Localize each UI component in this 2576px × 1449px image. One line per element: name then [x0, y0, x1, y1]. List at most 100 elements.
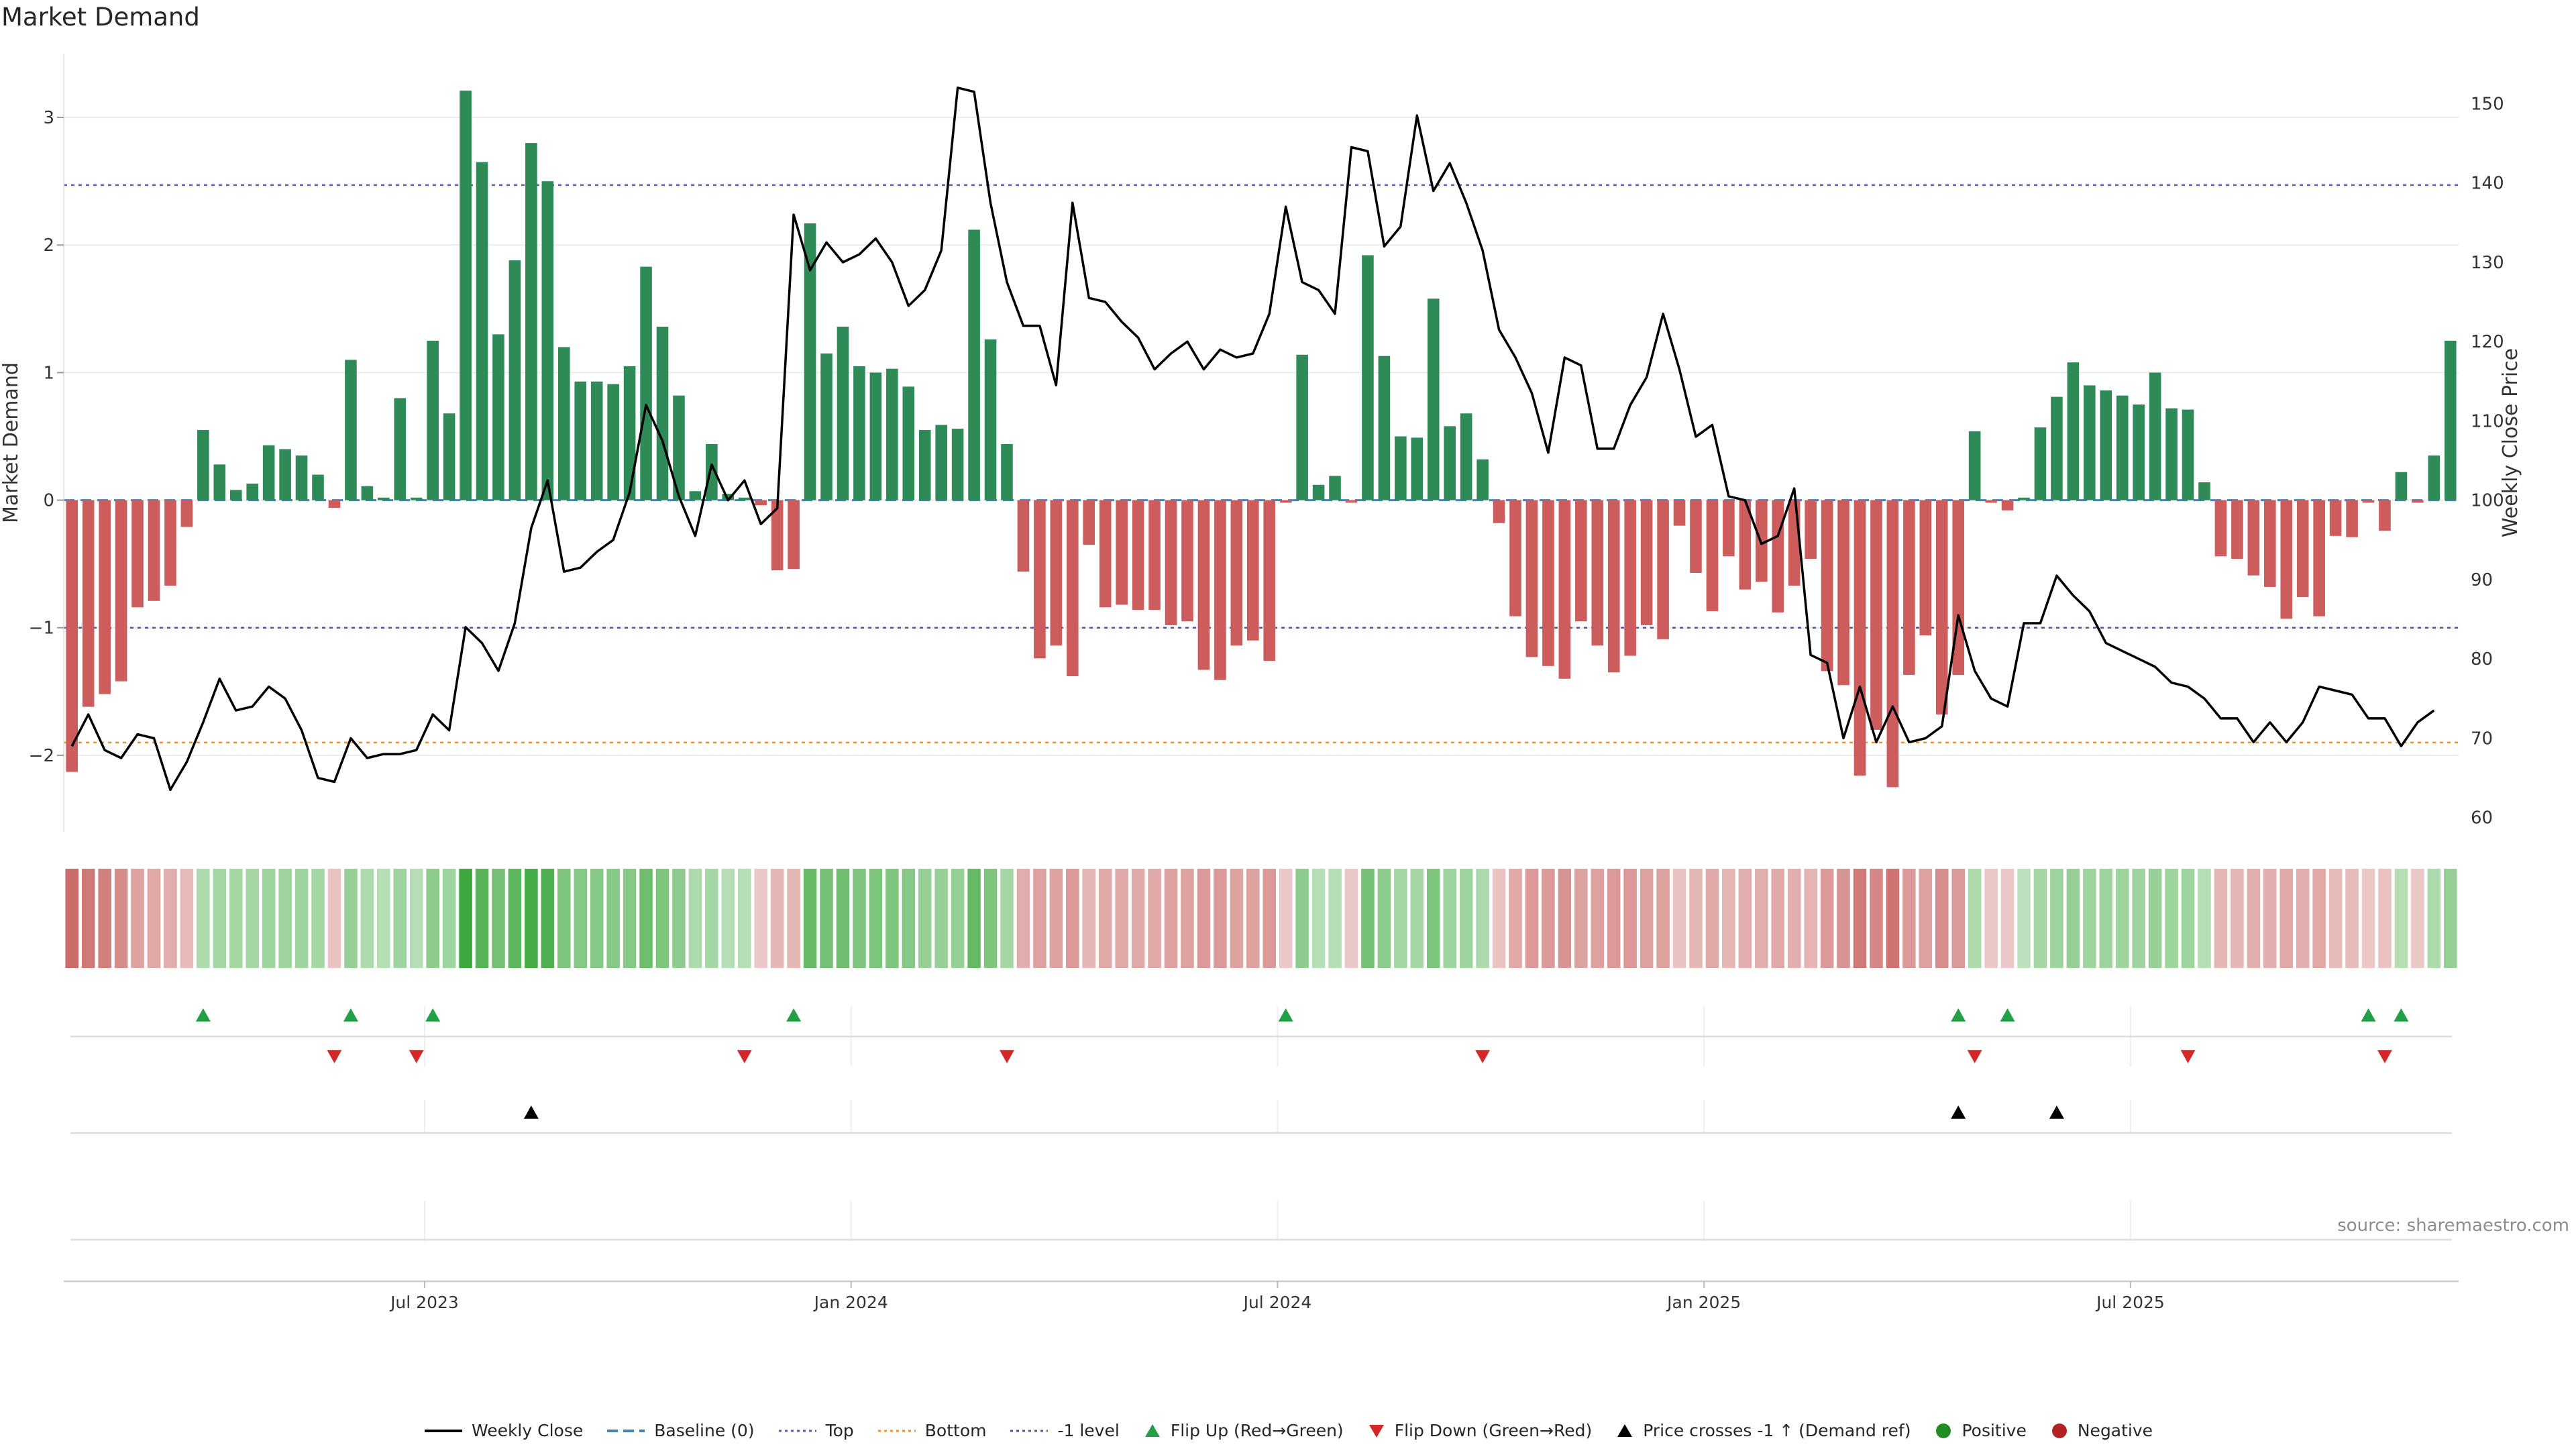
negative-bar: [1083, 500, 1095, 545]
heat-cell: [98, 869, 111, 968]
negative-bar: [1509, 500, 1521, 616]
positive-bar: [1477, 459, 1489, 500]
y-tick-label: 0: [43, 491, 54, 511]
legend-label: Baseline (0): [654, 1421, 755, 1440]
heat-cell: [525, 869, 538, 968]
positive-bar: [951, 429, 964, 500]
positive-bar: [2100, 390, 2112, 500]
heat-cell: [1623, 869, 1637, 968]
heat-cell: [754, 869, 767, 968]
positive-bar: [345, 360, 357, 500]
negative-bar: [148, 500, 160, 601]
heat-cell: [1870, 869, 1883, 968]
legend-item-minus1: -1 level: [1009, 1421, 1120, 1440]
y-tick-label: 1: [43, 363, 54, 383]
legend-swatch-positive: [1933, 1422, 1953, 1440]
flip-down-marker: [409, 1050, 424, 1063]
heat-cell: [1115, 869, 1128, 968]
heat-cell: [1492, 869, 1506, 968]
heat-cell: [2427, 869, 2441, 968]
negative-bar: [771, 500, 784, 571]
negative-bar: [1935, 500, 1948, 715]
heat-cell: [1689, 869, 1703, 968]
flip-up-marker: [195, 1008, 211, 1022]
negative-bar: [1673, 500, 1686, 526]
y-axis-label: Market Demand: [0, 362, 23, 523]
negative-bar: [1706, 500, 1719, 612]
heat-cell: [1377, 869, 1391, 968]
heat-cell: [2181, 869, 2195, 968]
negative-bar: [1017, 500, 1030, 572]
heat-cell: [623, 869, 637, 968]
positive-bar: [984, 339, 997, 500]
y-tick-label: −2: [29, 746, 54, 766]
heat-cell: [1361, 869, 1375, 968]
legend-item-flip-up: Flip Up (Red→Green): [1142, 1421, 1344, 1440]
heat-cell: [1886, 869, 1900, 968]
heat-cell: [1787, 869, 1801, 968]
heat-cell: [1066, 869, 1079, 968]
heat-cell: [2165, 869, 2178, 968]
positive-bar: [312, 474, 324, 500]
positive-bar: [738, 497, 751, 500]
positive-bar: [968, 229, 980, 500]
positive-bar: [508, 260, 521, 500]
heat-cell: [1525, 869, 1539, 968]
negative-bar: [1690, 500, 1702, 573]
negative-bar: [1575, 500, 1587, 622]
negative-bar: [1985, 500, 1997, 503]
demand-bars: [66, 91, 2457, 788]
heat-cell: [2361, 869, 2375, 968]
heat-cell: [1000, 869, 1014, 968]
x-tick-label: Jul 2023: [389, 1293, 459, 1312]
negative-bar: [2214, 500, 2227, 557]
heat-cell: [2132, 869, 2145, 968]
negative-bar: [2313, 500, 2325, 616]
heat-cell: [1214, 869, 1227, 968]
heat-cell: [1951, 869, 1965, 968]
heat-cell: [902, 869, 916, 968]
heat-cell: [1311, 869, 1326, 968]
heat-cell: [294, 869, 309, 968]
page-title: Market Demand: [1, 3, 200, 32]
heat-cell: [393, 869, 407, 968]
y2-axis-label: Weekly Close Price: [2499, 348, 2522, 537]
negative-bar: [164, 500, 176, 586]
source-note: source: sharemaestro.com: [2337, 1216, 2569, 1236]
heat-cell: [1738, 869, 1752, 968]
negative-bar: [1066, 500, 1079, 676]
positive-bar: [623, 366, 636, 500]
positive-bar: [2444, 340, 2457, 500]
legend-label: Top: [825, 1421, 854, 1440]
negative-bar: [1886, 500, 1899, 788]
heat-cell: [2033, 869, 2047, 968]
legend-swatch-top: [777, 1422, 818, 1440]
negative-bar: [115, 500, 127, 682]
heat-cell: [967, 869, 981, 968]
heat-cell: [1394, 869, 1407, 968]
heat-cell: [377, 869, 390, 968]
heat-cell: [246, 869, 259, 968]
flip-up-marker: [1951, 1008, 1966, 1022]
negative-bar: [1854, 500, 1866, 776]
legend-swatch-weekly-close: [423, 1422, 464, 1440]
heat-cell: [820, 869, 833, 968]
negative-bar: [1493, 500, 1505, 523]
heat-cell: [885, 869, 899, 968]
negative-bar: [131, 500, 144, 608]
negative-bar: [66, 500, 78, 772]
negative-bar: [1919, 500, 1932, 636]
heat-cell: [2345, 869, 2359, 968]
heat-cell: [1591, 869, 1605, 968]
legend-label: Flip Up (Red→Green): [1170, 1421, 1344, 1440]
heat-cell: [2083, 869, 2096, 968]
negative-bar: [328, 500, 341, 508]
heat-cell: [1853, 869, 1867, 968]
heat-cell: [1246, 869, 1260, 968]
heat-cell: [836, 869, 850, 968]
negative-bar: [1870, 500, 1882, 730]
heat-cell: [1476, 869, 1489, 968]
positive-bar: [590, 381, 603, 500]
x-tick-label: Jul 2024: [1242, 1293, 1312, 1312]
positive-bar: [886, 368, 898, 500]
